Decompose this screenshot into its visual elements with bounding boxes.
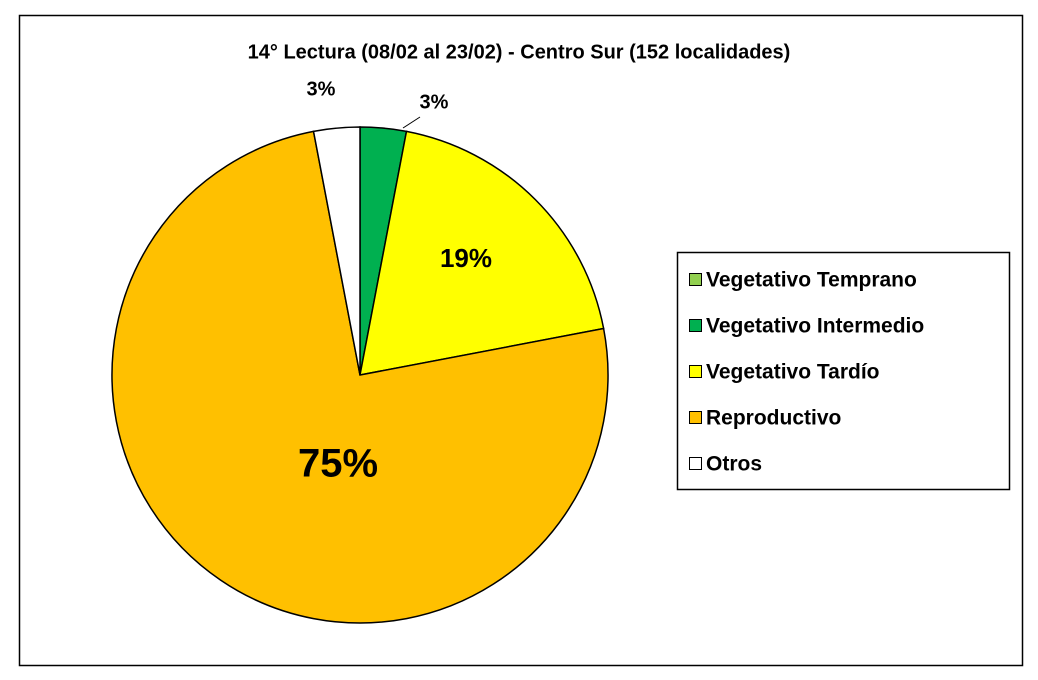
legend-label: Reproductivo	[706, 407, 841, 430]
pie-slice	[312, 126, 361, 376]
legend-label: Vegetativo Intermedio	[706, 315, 924, 338]
data-label: 3%	[420, 91, 449, 113]
legend	[676, 251, 1011, 491]
data-label: 75%	[298, 442, 378, 486]
legend-label: Vegetativo Temprano	[706, 269, 917, 292]
legend-swatch	[689, 411, 702, 424]
legend-swatch	[689, 273, 702, 286]
legend-swatch	[689, 365, 702, 378]
legend-label: Otros	[706, 453, 762, 476]
legend-swatch	[689, 457, 702, 470]
pie	[111, 126, 609, 624]
legend-swatch	[689, 319, 702, 332]
pie-slice	[359, 130, 605, 376]
legend-entries: Vegetativo Temprano Vegetativo Intermedio…	[689, 269, 924, 476]
chart-title: 14° Lectura (08/02 al 23/02) - Centro Su…	[248, 41, 791, 63]
data-label: 3%	[307, 78, 336, 100]
legend-label: Vegetativo Tardío	[706, 361, 880, 384]
leader-line	[402, 116, 421, 129]
data-label: 19%	[440, 243, 492, 273]
pie-slice	[111, 130, 609, 624]
